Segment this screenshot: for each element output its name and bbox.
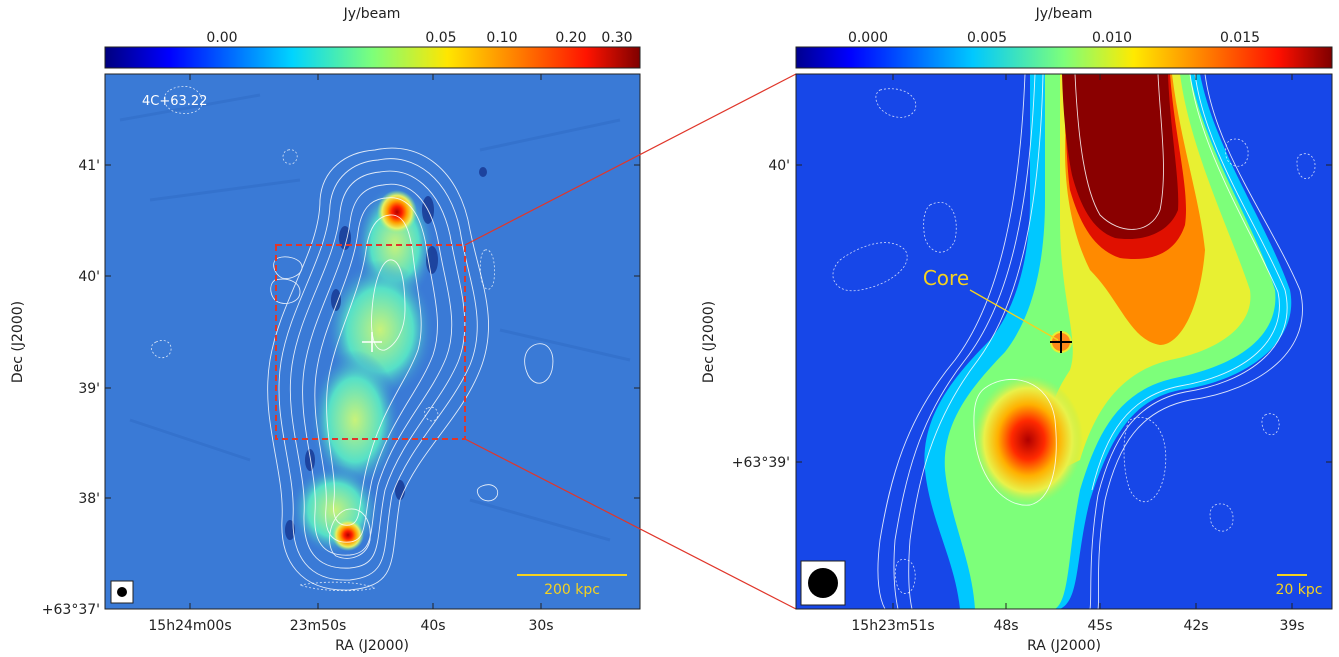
left-x-label: RA (J2000) bbox=[335, 638, 409, 654]
right-x-tick: 42s bbox=[1183, 618, 1208, 634]
right-x-tick: 48s bbox=[993, 618, 1018, 634]
left-colorbar-tick: 0.05 bbox=[425, 30, 456, 46]
left-y-tickmarks bbox=[105, 164, 640, 499]
right-y-tick: +63°39' bbox=[732, 455, 790, 471]
left-x-tick: 15h24m00s bbox=[148, 618, 231, 634]
right-colorbar: Jy/beam 0.000 0.005 0.010 0.015 bbox=[795, 6, 1333, 69]
right-x-tick: 39s bbox=[1279, 618, 1304, 634]
right-x-tick: 15h23m51s bbox=[851, 618, 934, 634]
core-leader-line bbox=[969, 289, 1059, 341]
right-colorbar-tick: 0.015 bbox=[1220, 30, 1260, 46]
left-colorbar: Jy/beam 0.00 0.05 0.10 0.20 0.30 bbox=[104, 6, 641, 69]
left-image bbox=[105, 74, 640, 609]
right-colorbar-tick: 0.005 bbox=[967, 30, 1007, 46]
left-y-tick: 40' bbox=[78, 269, 100, 285]
right-contours bbox=[877, 74, 1303, 609]
left-y-tick: +63°37' bbox=[42, 602, 100, 618]
left-negative-contours bbox=[150, 86, 495, 592]
left-x-tickmarks bbox=[189, 74, 542, 609]
right-core-marker bbox=[1050, 331, 1072, 353]
right-x-tickmarks bbox=[892, 74, 1293, 609]
right-y-tickmarks bbox=[796, 164, 1332, 463]
left-y-tick: 41' bbox=[78, 158, 100, 174]
right-scalebar-label: 20 kpc bbox=[1276, 582, 1323, 598]
left-y-tick: 38' bbox=[78, 491, 100, 507]
left-y-label: Dec (J2000) bbox=[10, 301, 26, 383]
right-colorbar-unit: Jy/beam bbox=[1035, 6, 1093, 22]
right-colorbar-gradient bbox=[795, 46, 1333, 69]
left-zoom-box bbox=[275, 244, 466, 440]
left-colorbar-tick: 0.10 bbox=[486, 30, 517, 46]
left-frame bbox=[104, 73, 641, 610]
right-colorbar-tick: 0.010 bbox=[1092, 30, 1132, 46]
right-frame bbox=[795, 73, 1333, 610]
left-x-tick: 40s bbox=[420, 618, 445, 634]
left-y-tick: 39' bbox=[78, 381, 100, 397]
right-beam bbox=[808, 568, 838, 598]
left-contours bbox=[267, 147, 554, 591]
left-beam bbox=[117, 587, 127, 597]
left-colorbar-tick: 0.00 bbox=[206, 30, 237, 46]
left-scalebar-label: 200 kpc bbox=[544, 582, 600, 598]
left-x-tick: 23m50s bbox=[290, 618, 347, 634]
right-x-tick: 45s bbox=[1087, 618, 1112, 634]
left-colorbar-gradient bbox=[104, 46, 641, 69]
left-core-marker bbox=[362, 332, 382, 352]
left-colorbar-unit: Jy/beam bbox=[343, 6, 401, 22]
right-colorbar-tick: 0.000 bbox=[848, 30, 888, 46]
zoom-connectors bbox=[464, 73, 797, 610]
right-y-tick: 40' bbox=[768, 158, 790, 174]
right-image bbox=[796, 74, 1332, 609]
left-colorbar-tick: 0.20 bbox=[555, 30, 586, 46]
right-negative-contours bbox=[832, 88, 1316, 595]
right-x-label: RA (J2000) bbox=[1027, 638, 1101, 654]
left-colorbar-tick: 0.30 bbox=[601, 30, 632, 46]
left-source-name: 4C+63.22 bbox=[142, 94, 207, 109]
core-label: Core bbox=[923, 266, 969, 290]
right-y-label: Dec (J2000) bbox=[701, 301, 717, 383]
left-x-tick: 30s bbox=[528, 618, 553, 634]
